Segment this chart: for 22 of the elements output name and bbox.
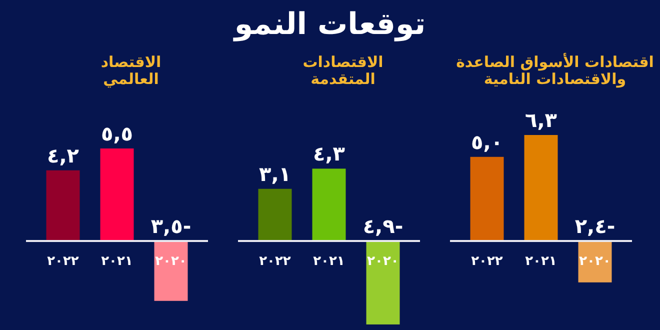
x-tick-label: ٢٠٢١ <box>525 254 557 269</box>
data-label: ٦,٣ <box>524 108 558 132</box>
chart-title: الاقتصاد العالمي <box>100 53 162 88</box>
data-label: -٣,٥ <box>150 214 192 238</box>
x-tick-label: ٢٠٢٠ <box>367 254 399 269</box>
x-tick-label: ٢٠٢٢ <box>259 254 291 269</box>
data-label: ٥,٠ <box>470 130 504 154</box>
data-label: ٥,٥ <box>100 121 134 146</box>
x-tick-label: ٢٠٢١ <box>101 254 133 269</box>
data-label: -٢,٤ <box>574 214 616 238</box>
data-label: ٤,٣ <box>312 142 346 166</box>
text: توقعات النمو <box>232 7 426 42</box>
data-label: ٣,١ <box>258 162 292 186</box>
x-tick-label: ٢٠٢٠ <box>155 254 187 269</box>
x-tick-label: ٢٠٢٠ <box>579 254 611 269</box>
chart-title: الاقتصادات المتقدمة <box>302 53 384 88</box>
data-label: ٤,٢ <box>46 143 80 168</box>
x-tick-label: ٢٠٢١ <box>313 254 345 269</box>
x-tick-label: ٢٠٢٢ <box>471 254 503 269</box>
x-tick-label: ٢٠٢٢ <box>47 254 79 269</box>
chart-title: اقتصادات الأسواق الصاعدة والاقتصادات النامية <box>456 52 654 88</box>
data-label: -٤,٩ <box>362 214 404 238</box>
